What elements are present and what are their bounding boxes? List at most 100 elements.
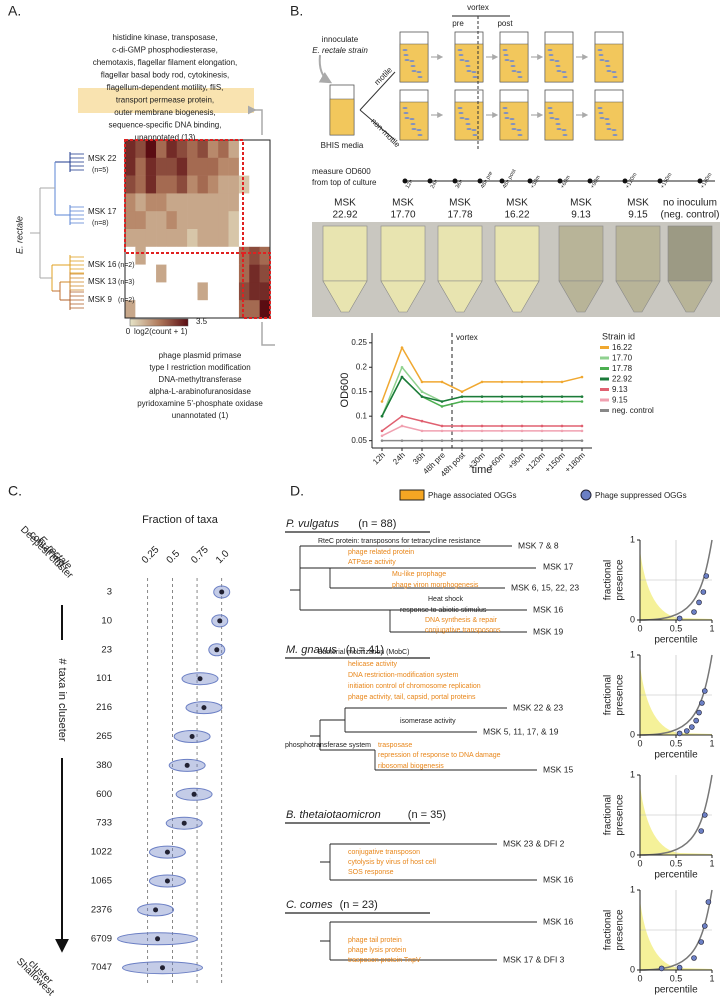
point <box>500 429 504 433</box>
point <box>580 375 584 379</box>
cell <box>599 59 605 61</box>
heatmap-cell <box>259 193 271 212</box>
heatmap-cell <box>145 300 157 319</box>
point <box>705 899 712 905</box>
point <box>580 395 584 398</box>
legend-label: 16.22 <box>612 343 633 352</box>
y-tick-label: 0 <box>630 849 635 859</box>
cell <box>516 71 522 73</box>
heatmap-cell <box>207 246 219 265</box>
heatmap-cell <box>259 264 271 283</box>
annotation: unannotated (13) <box>135 133 196 142</box>
text: pre <box>452 19 464 28</box>
cluster-name: MSK 9 <box>88 295 113 304</box>
cell <box>416 129 422 131</box>
heatmap-cell <box>249 300 260 319</box>
heatmap-cell <box>228 211 240 230</box>
annotation: vortex <box>456 333 478 342</box>
group-n: (n = 41) <box>346 644 384 656</box>
point <box>560 429 564 433</box>
heatmap-cell <box>197 193 209 212</box>
timeline-label: +30m <box>530 174 542 189</box>
group-n: (n = 35) <box>408 809 446 821</box>
point <box>693 717 699 724</box>
cell <box>517 76 523 78</box>
heatmap-cell <box>156 140 167 159</box>
median <box>164 878 170 884</box>
legend-label: 17.70 <box>612 354 633 363</box>
x-tick-label: 1 <box>709 738 714 748</box>
cell <box>403 112 409 114</box>
cell <box>562 76 568 78</box>
cell <box>417 76 423 78</box>
legend-label: Phage associated OGGs <box>428 491 517 500</box>
phage-term: cytolysis by virus of host cell <box>348 859 436 866</box>
heatmap-cell <box>166 175 178 194</box>
heatmap-cell <box>125 211 136 230</box>
cell <box>471 71 477 73</box>
y-tick-label: 0 <box>630 729 635 739</box>
leaf-label: MSK 17 <box>543 561 574 571</box>
cell <box>612 76 618 78</box>
leaf-label: MSK 22 & 23 <box>513 702 563 712</box>
median <box>159 965 165 971</box>
cell <box>411 70 417 72</box>
heatmap-cell <box>259 246 271 265</box>
point <box>400 375 404 379</box>
heatmap-cell <box>238 229 250 248</box>
phage-term: initiation control of chromosome replica… <box>348 683 481 690</box>
timeline-label: 48h post <box>502 168 518 190</box>
tube-label: MSK <box>506 198 528 209</box>
text: measure OD600 <box>312 167 371 176</box>
annotation: alpha-L-arabinofuranosidase <box>149 387 251 396</box>
y-axis-label: presence <box>615 559 626 601</box>
shape <box>329 98 355 136</box>
heatmap-cell <box>145 175 157 194</box>
x-tick-label: 1 <box>709 623 714 633</box>
point <box>500 400 504 403</box>
phage-term: phage lysis protein <box>348 947 406 954</box>
annotation: transport permease protein, <box>116 96 214 105</box>
text: E. rectale strain <box>312 46 368 55</box>
median <box>201 705 207 711</box>
point <box>691 609 697 615</box>
heatmap-cell <box>125 157 136 176</box>
cell <box>547 107 553 109</box>
cluster-n: (n=3) <box>118 279 135 286</box>
legend-swatch <box>600 388 609 391</box>
heatmap-cell <box>249 140 260 159</box>
point <box>560 424 564 428</box>
heatmap-cell <box>187 246 198 265</box>
tube-tip <box>322 280 368 313</box>
point <box>420 419 424 423</box>
point <box>676 730 683 737</box>
cell <box>606 128 612 130</box>
timepoint <box>587 178 593 184</box>
heatmap-cell <box>249 211 260 230</box>
x-axis-label: percentile <box>654 985 698 996</box>
species-label: E. rectale <box>14 216 24 254</box>
point <box>698 828 705 834</box>
heatmap-cell <box>218 193 229 212</box>
point <box>440 424 444 428</box>
curve <box>639 774 713 856</box>
heatmap-cell <box>156 157 167 176</box>
point <box>696 599 702 606</box>
heatmap-cell <box>135 175 147 194</box>
panel-label: D. <box>290 483 304 499</box>
point <box>400 439 404 442</box>
heatmap-cell <box>166 229 178 248</box>
median <box>155 936 161 942</box>
point <box>560 380 564 384</box>
annotation: type I restriction modification <box>149 363 250 372</box>
timepoint <box>402 178 408 184</box>
shape <box>667 225 713 282</box>
cell <box>562 134 568 136</box>
cell <box>457 49 463 51</box>
phage-term: phage activity, tail, capsid, portal pro… <box>348 694 476 701</box>
point <box>703 573 710 579</box>
y-axis-label: fractional <box>603 910 614 951</box>
heatmap-cell <box>259 157 271 176</box>
cell <box>409 60 415 62</box>
median <box>219 589 225 595</box>
